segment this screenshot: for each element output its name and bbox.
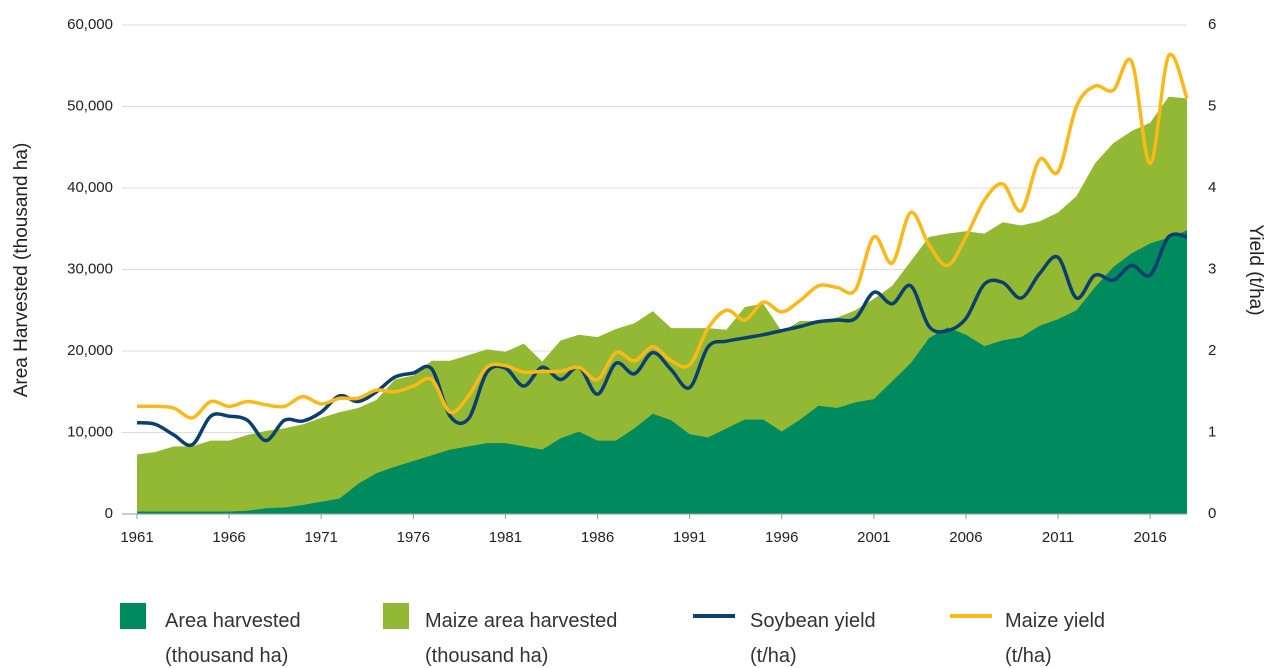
y-tick-label: 0 xyxy=(105,505,113,522)
chart: Area Harvested (thousand ha) Yield (t/ha… xyxy=(11,16,1266,546)
area xyxy=(137,230,1187,514)
y-tick-label: 20,000 xyxy=(67,342,113,359)
legend-label: Maize area harvested (thousand ha) xyxy=(425,610,618,667)
legend-marker xyxy=(950,614,992,618)
y2-tick-label: 0 xyxy=(1208,505,1216,522)
x-tick-label: 2016 xyxy=(1133,529,1166,546)
y-tick-label: 10,000 xyxy=(67,423,113,440)
x-tick-label: 1961 xyxy=(120,529,153,546)
y2-tick-label: 5 xyxy=(1208,97,1216,114)
x-tick-label: 2011 xyxy=(1042,529,1074,546)
x-tick-label: 1991 xyxy=(673,529,706,546)
x-tick-label: 1976 xyxy=(397,529,430,546)
legend-label: Maize yield (t/ha) xyxy=(1005,610,1106,667)
x-tick-label: 1981 xyxy=(489,529,522,546)
x-tick-label: 1986 xyxy=(581,529,614,546)
y2-tick-label: 6 xyxy=(1208,16,1216,33)
legend-label: Area harvested (thousand ha) xyxy=(165,610,301,667)
x-tick-label: 1971 xyxy=(305,529,338,546)
y2-axis-label: Yield (t/ha) xyxy=(1245,224,1266,315)
line xyxy=(136,232,1188,448)
y2-tick-label: 4 xyxy=(1208,179,1216,196)
legend-marker xyxy=(693,614,735,618)
x-tick-label: 1966 xyxy=(212,529,245,546)
y-tick-label: 60,000 xyxy=(67,16,113,33)
y2-tick-label: 3 xyxy=(1208,260,1216,277)
y-tick-label: 30,000 xyxy=(67,260,113,277)
y-axis-label: Area Harvested (thousand ha) xyxy=(11,143,32,398)
y2-tick-label: 1 xyxy=(1208,423,1216,440)
legend-marker xyxy=(383,603,409,629)
x-tick-label: 1996 xyxy=(765,529,798,546)
legend-label: Soybean yield (t/ha) xyxy=(750,610,876,667)
y-tick-label: 50,000 xyxy=(67,97,113,114)
legend-marker xyxy=(120,603,146,629)
y-tick-label: 40,000 xyxy=(67,179,113,196)
x-tick-label: 2001 xyxy=(857,529,890,546)
x-tick-label: 2006 xyxy=(949,529,982,546)
y2-tick-label: 2 xyxy=(1208,342,1216,359)
line xyxy=(136,52,1189,420)
